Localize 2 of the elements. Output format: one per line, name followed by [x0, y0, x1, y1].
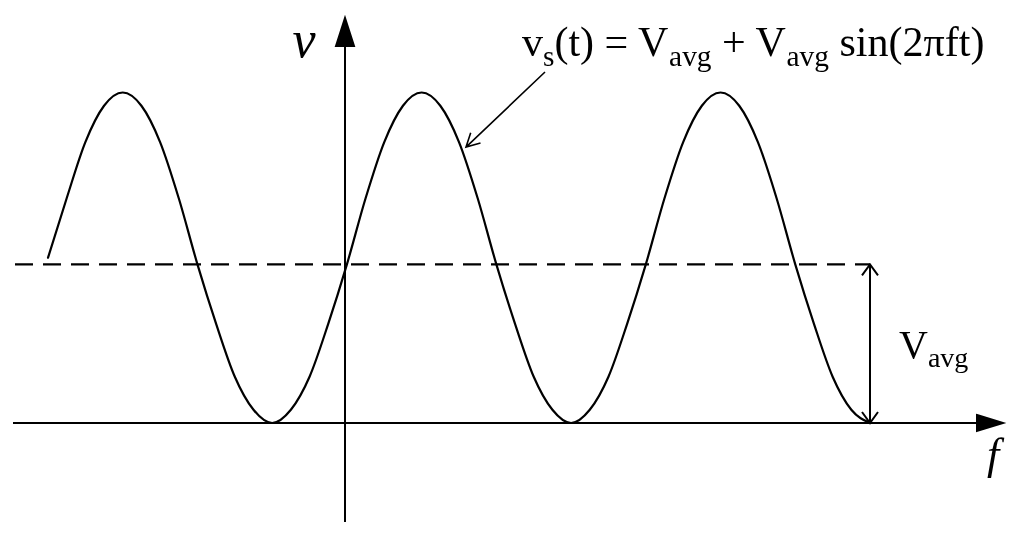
- y-axis-title: v: [292, 11, 317, 68]
- x-axis-title: f: [986, 430, 1005, 479]
